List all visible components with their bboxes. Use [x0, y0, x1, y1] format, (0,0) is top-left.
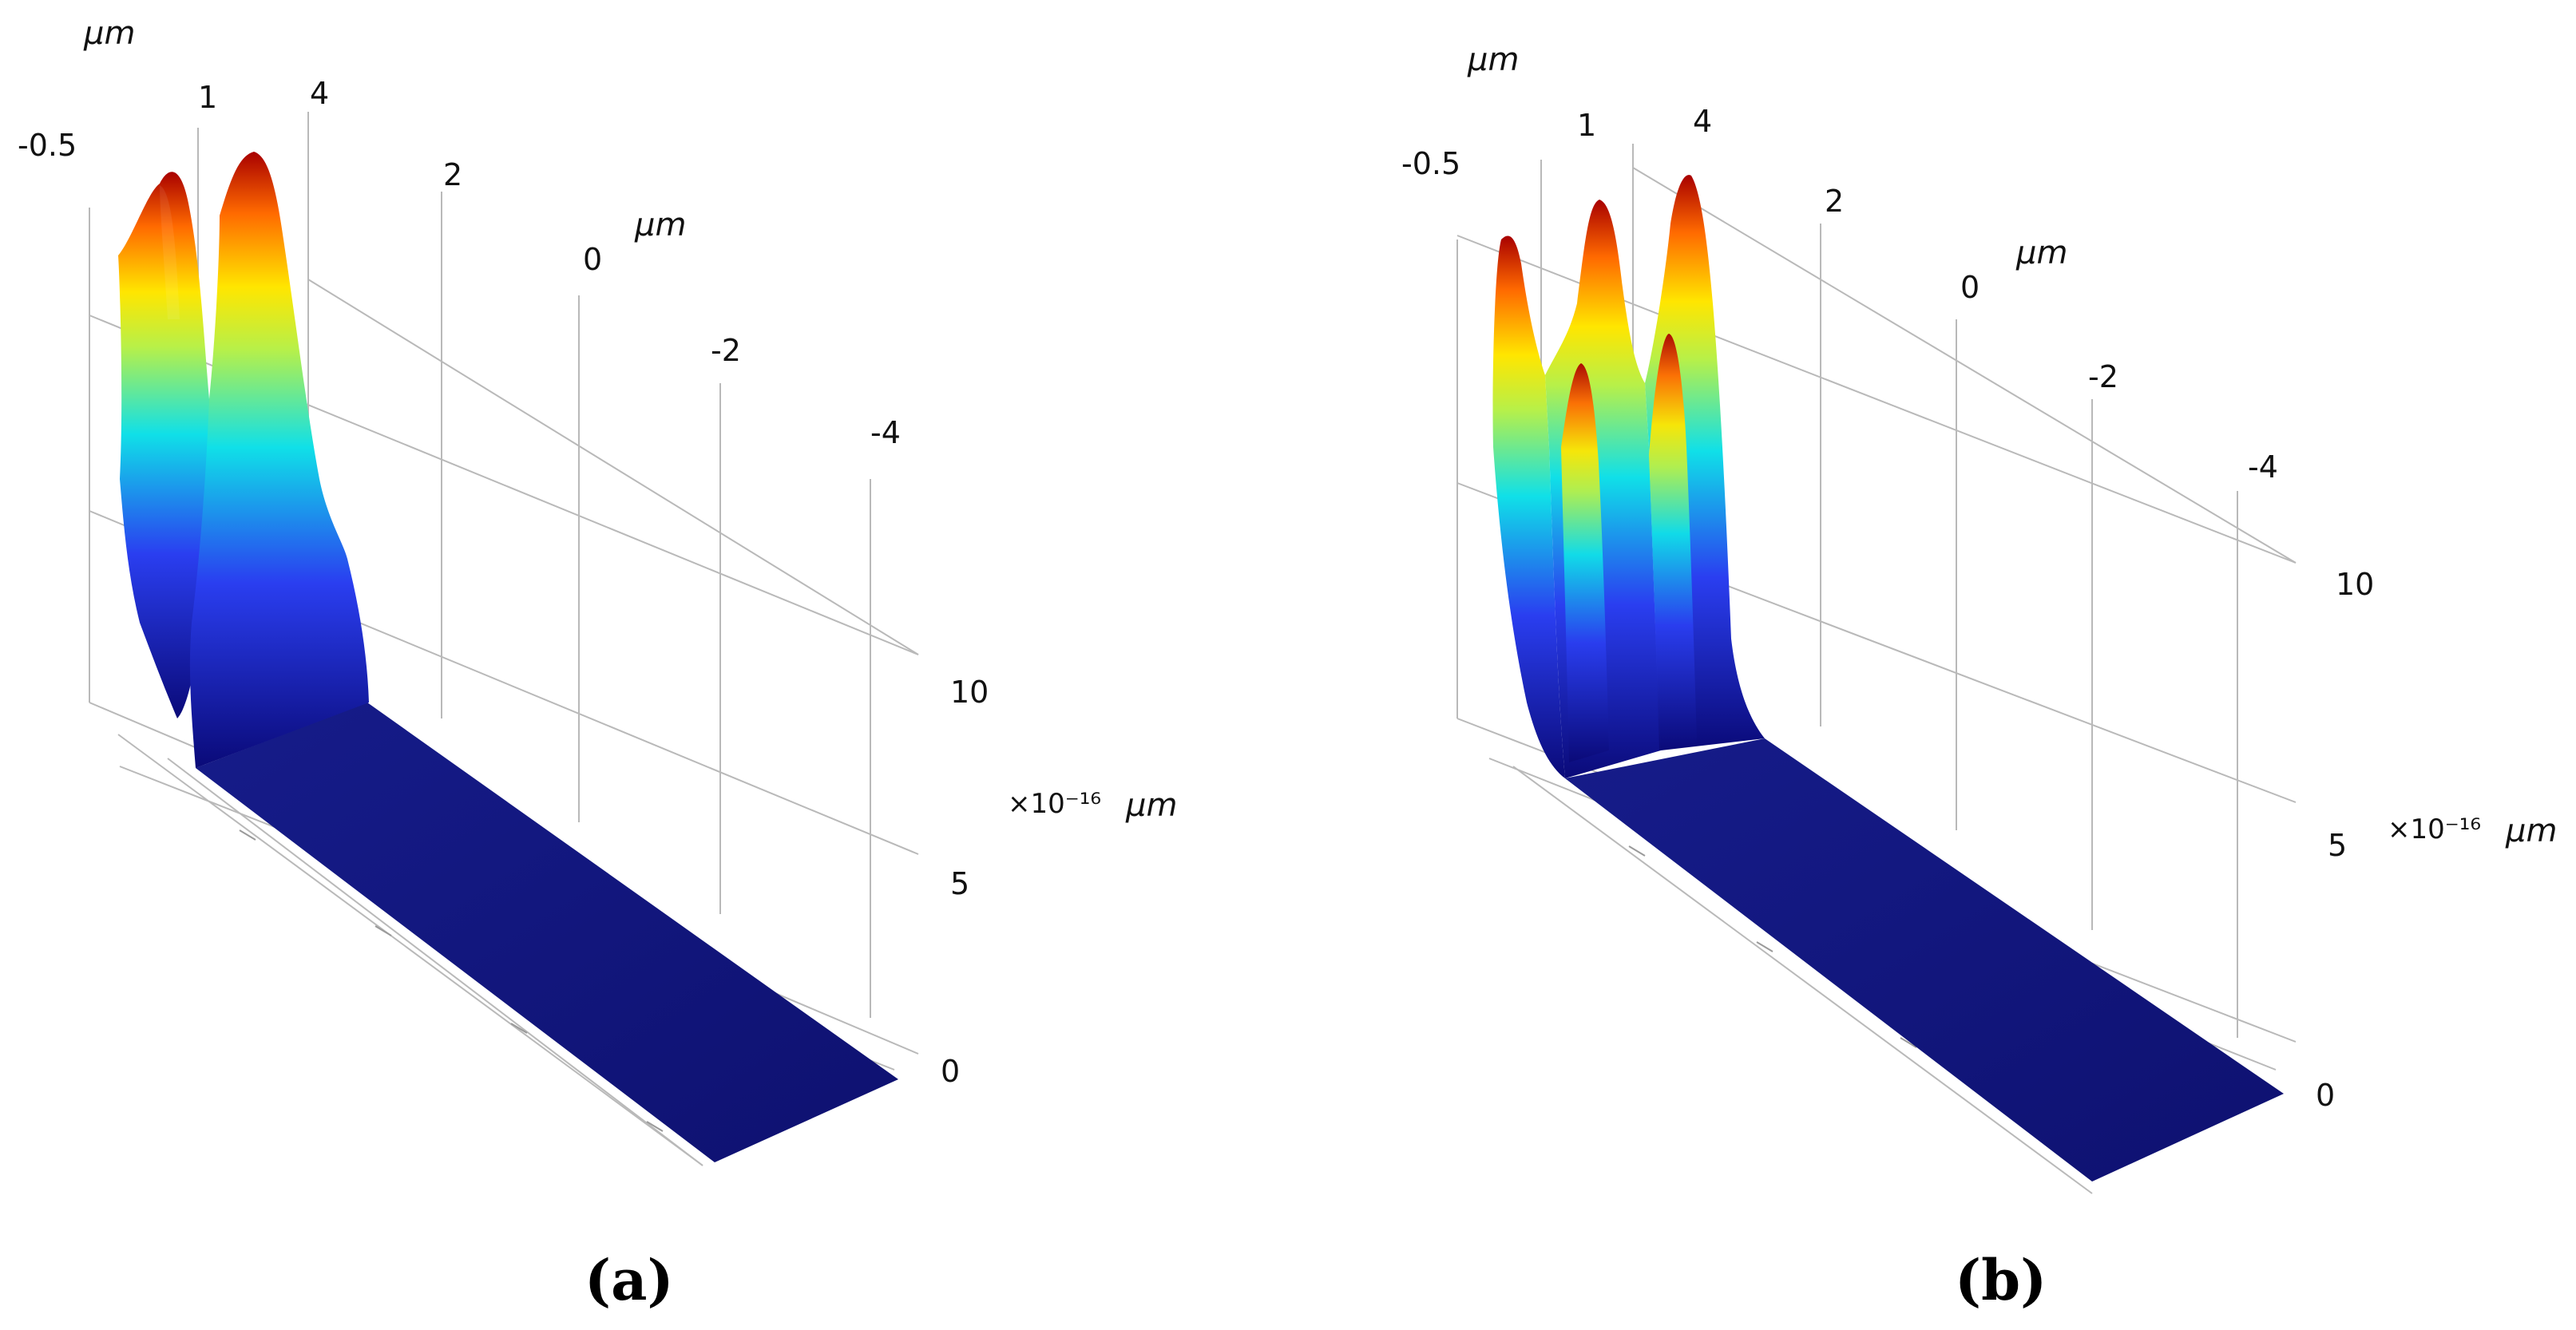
panel-a-y-tick-neg2: -2	[711, 333, 741, 368]
panel-b-x-tick-1: 1	[1577, 108, 1596, 143]
panel-b-z-tick-5: 5	[2328, 828, 2347, 863]
panel-b-y-tick-0: 0	[1960, 270, 1980, 305]
panel-a-z-tick-0: 0	[941, 1054, 960, 1089]
panel-a-z-tick-10: 10	[950, 675, 989, 710]
panel-a-x-tick-neg0.5: -0.5	[18, 128, 77, 163]
panel-b-y-tick-neg2: -2	[2088, 359, 2118, 394]
panel-b-z-tick-10: 10	[2336, 567, 2374, 602]
panel-b-z-multiplier: ×10⁻¹⁶	[2388, 813, 2481, 845]
panel-b-z-unit: μm	[2505, 813, 2557, 849]
panel-a-z-tick-5: 5	[950, 866, 969, 901]
panel-a-y-tick-neg4: -4	[870, 415, 901, 450]
panel-b-y-tick-neg4: -4	[2248, 449, 2278, 485]
panel-a-peak-shading	[160, 185, 180, 319]
panel-a-y-tick-2: 2	[443, 157, 462, 192]
panel-a-z-unit: μm	[1125, 787, 1177, 824]
panel-a-grid	[89, 112, 919, 1166]
panel-a-floor-surface	[196, 703, 898, 1162]
panel-b-z-tick-0: 0	[2316, 1078, 2335, 1113]
panel-a-x-tick-1: 1	[198, 80, 217, 115]
panel-a-y-unit: μm	[634, 207, 686, 243]
panel-b-y-tick-2: 2	[1825, 184, 1844, 219]
panel-b-y-unit: μm	[2015, 235, 2067, 271]
panel-a-x-tick-4: 4	[310, 76, 329, 111]
panel-b-inner-crest-1	[1561, 363, 1609, 762]
panel-a-x-unit: μm	[83, 15, 135, 52]
panel-b-x-unit: μm	[1467, 42, 1519, 78]
panel-b-inner-crest-2	[1649, 334, 1697, 750]
panel-a-z-multiplier: ×10⁻¹⁶	[1008, 788, 1101, 820]
panel-b-x-tick-neg0.5: -0.5	[1401, 146, 1460, 181]
panel-b-floor-surface	[1565, 738, 2284, 1182]
panel-label-b: (b)	[1955, 1247, 2047, 1313]
panel-a-y-tick-0: 0	[583, 242, 602, 277]
panel-b-peak-1	[1492, 236, 1565, 778]
panel-b-x-tick-4: 4	[1693, 104, 1712, 139]
panel-a-surface-plot: 10 5 0 ×10⁻¹⁶ μm -0.5 1 4 μm 2 μm 0 -2 -…	[18, 15, 1177, 1166]
panel-label-a: (a)	[585, 1247, 674, 1313]
panel-a-peak-2	[189, 152, 369, 768]
panel-a-peak-1	[118, 172, 216, 718]
panel-b-surface-plot: 10 5 0 ×10⁻¹⁶ μm -0.5 1 4 μm 2 μm 0 -2 -…	[1401, 42, 2557, 1194]
